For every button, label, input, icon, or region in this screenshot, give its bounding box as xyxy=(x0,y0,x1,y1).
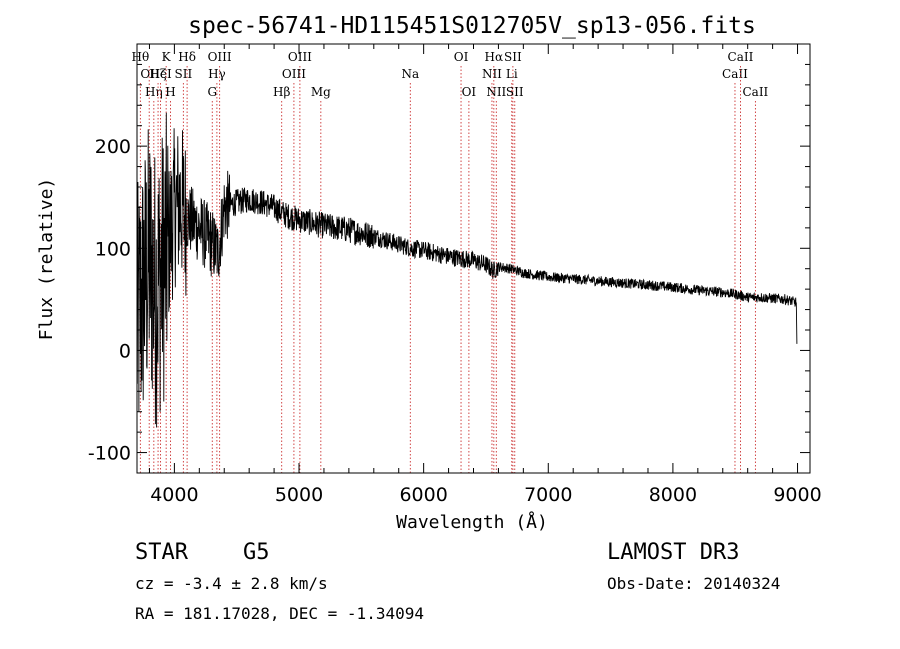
spectral-line-label: NII xyxy=(486,85,506,99)
spectral-line-label: SII xyxy=(504,50,522,64)
redshift-velocity: cz = -3.4 ± 2.8 km/s xyxy=(135,574,328,593)
spectral-line-label: Mg xyxy=(311,85,331,99)
survey-name: LAMOST DR3 xyxy=(607,540,740,565)
x-tick-label: 4000 xyxy=(150,484,198,506)
y-tick-label: 200 xyxy=(95,136,131,158)
spectral-line-label: HeI xyxy=(149,67,172,81)
spectral-line-label: H xyxy=(165,85,175,99)
spectral-line-label: SII xyxy=(506,85,524,99)
x-tick-label: 9000 xyxy=(773,484,821,506)
observation-date: Obs-Date: 20140324 xyxy=(607,574,781,593)
spectral-line-label: Hγ xyxy=(208,67,226,81)
spectral-line-label: G xyxy=(207,85,217,99)
spectrum-line xyxy=(136,112,798,428)
spectral-line-label: OIII xyxy=(288,50,312,64)
y-tick-label: 100 xyxy=(95,238,131,260)
spectral-line-label: Hδ xyxy=(178,50,196,64)
spectral-line-label: K xyxy=(162,50,172,64)
y-tick-label: -100 xyxy=(88,443,131,465)
spectral-line-label: CaII xyxy=(728,50,754,64)
axis-ticks: 4000 5000 6000 7000 8000 9000 -100 0 100 200 xyxy=(88,44,822,506)
chart-title: spec-56741-HD115451S012705V_sp13-056.fit… xyxy=(188,13,756,39)
spectral-line-label: OI xyxy=(462,85,477,99)
spectral-line-label: CaII xyxy=(742,85,768,99)
spectral-line-label: OIII xyxy=(282,67,306,81)
x-tick-label: 6000 xyxy=(399,484,447,506)
spectrum xyxy=(136,112,798,428)
spectral-line-label: Li xyxy=(506,67,518,81)
spectral-line-label: Hζ xyxy=(150,67,167,81)
object-class: STAR xyxy=(135,540,188,565)
y-axis-label: Flux (relative) xyxy=(36,178,57,341)
spectral-line-label: Na xyxy=(401,67,419,81)
x-tick-label: 7000 xyxy=(524,484,572,506)
sky-coordinates: RA = 181.17028, DEC = -1.34094 xyxy=(135,604,424,623)
x-tick-label: 8000 xyxy=(649,484,697,506)
x-tick-label: 5000 xyxy=(275,484,323,506)
spectral-line-label: OIII xyxy=(208,50,232,64)
x-axis-label: Wavelength (Å) xyxy=(396,511,548,533)
spectral-line-label: OII xyxy=(140,67,160,81)
spectral-line-label: NII xyxy=(482,67,502,81)
spectral-line-label: SII xyxy=(175,67,193,81)
spectral-line-label: Hη xyxy=(145,85,163,99)
y-tick-label: 0 xyxy=(119,340,131,362)
spectral-line-label: Hα xyxy=(485,50,504,64)
spectral-line-label: Hθ xyxy=(132,50,150,64)
spectral-line-label: Hβ xyxy=(273,85,290,99)
object-subclass: G5 xyxy=(243,540,270,565)
spectral-lines: OIIHθHηHζHeIKHSIIHδGHγOIIIHβOIIIOIIIMgNa… xyxy=(132,50,769,473)
spectral-line-label: CaII xyxy=(722,67,748,81)
spectral-line-label: OI xyxy=(454,50,469,64)
